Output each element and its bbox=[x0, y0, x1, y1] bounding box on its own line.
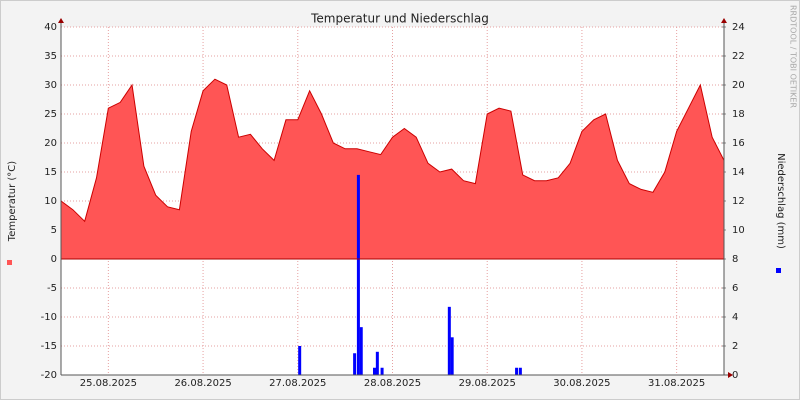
y-tick-label: -5 bbox=[47, 283, 57, 294]
precipitation-bar bbox=[380, 367, 384, 375]
precipitation-bar bbox=[373, 367, 377, 375]
y2-tick-label: 14 bbox=[732, 167, 745, 178]
watermark: RRDTOOL / TOBI OETIKER bbox=[789, 5, 798, 108]
y2-tick-label: 20 bbox=[732, 80, 745, 91]
precipitation-bar bbox=[356, 174, 360, 375]
precipitation-bar bbox=[359, 327, 363, 375]
chart-title: Temperatur und Niederschlag bbox=[310, 12, 489, 26]
x-tick-label: 28.08.2025 bbox=[364, 378, 421, 389]
y2-tick-label: 16 bbox=[732, 138, 745, 149]
y-tick-label: 35 bbox=[44, 51, 57, 62]
y2-axis-label: Niederschlag (mm) bbox=[775, 153, 786, 249]
y2-tick-label: 10 bbox=[732, 225, 745, 236]
temperature-area bbox=[60, 78, 725, 260]
precipitation-bar bbox=[353, 353, 357, 375]
y2-tick-label: 6 bbox=[732, 283, 738, 294]
axis-arrow bbox=[728, 372, 733, 378]
y-tick-label: 30 bbox=[44, 80, 57, 91]
legend-swatch bbox=[776, 268, 781, 273]
y-tick-label: -15 bbox=[41, 341, 57, 352]
precipitation-bar bbox=[515, 367, 519, 375]
y-tick-label: 5 bbox=[51, 225, 57, 236]
y2-tick-label: 4 bbox=[732, 312, 738, 323]
y2-tick-label: 18 bbox=[732, 109, 745, 120]
y-tick-label: 25 bbox=[44, 109, 57, 120]
y-tick-label: -20 bbox=[41, 370, 57, 381]
precipitation-bar bbox=[518, 367, 522, 375]
y-tick-label: 15 bbox=[44, 167, 57, 178]
x-tick-label: 27.08.2025 bbox=[269, 378, 326, 389]
y-tick-label: 20 bbox=[44, 138, 57, 149]
precipitation-bar bbox=[447, 306, 451, 375]
precipitation-bar bbox=[298, 346, 302, 375]
y2-tick-label: 22 bbox=[732, 51, 745, 62]
x-tick-label: 29.08.2025 bbox=[459, 378, 516, 389]
x-tick-label: 25.08.2025 bbox=[80, 378, 137, 389]
y2-tick-label: 12 bbox=[732, 196, 745, 207]
x-tick-label: 30.08.2025 bbox=[553, 378, 610, 389]
axis-arrow bbox=[58, 18, 64, 23]
y2-tick-label: 2 bbox=[732, 341, 738, 352]
precipitation-bar bbox=[450, 337, 454, 375]
y-axis-label: Temperatur (°C) bbox=[7, 161, 18, 242]
legend-swatch bbox=[7, 260, 12, 265]
y-tick-label: -10 bbox=[41, 312, 57, 323]
x-tick-label: 26.08.2025 bbox=[174, 378, 231, 389]
precipitation-bar bbox=[375, 351, 379, 375]
x-tick-label: 31.08.2025 bbox=[648, 378, 705, 389]
y2-tick-label: 24 bbox=[732, 22, 745, 33]
y-tick-label: 10 bbox=[44, 196, 57, 207]
y2-tick-label: 8 bbox=[732, 254, 738, 265]
y-tick-label: 0 bbox=[51, 254, 57, 265]
y-tick-label: 40 bbox=[44, 22, 57, 33]
y2-tick-label: 0 bbox=[732, 370, 738, 381]
axis-arrow bbox=[721, 18, 727, 23]
